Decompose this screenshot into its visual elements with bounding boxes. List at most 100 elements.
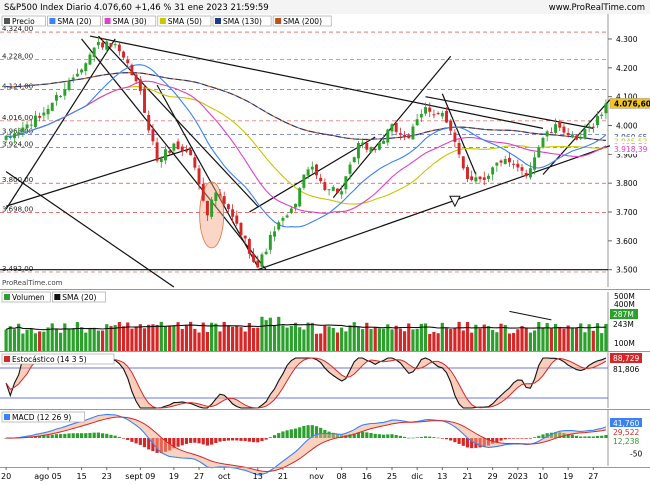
- volume-bar: [507, 333, 512, 351]
- candle: [348, 161, 352, 180]
- candle: [210, 196, 214, 220]
- volume-bar: [335, 332, 340, 351]
- price-tick-label: 3.800: [616, 179, 638, 188]
- macd-histogram-bar: [285, 430, 289, 438]
- macd-histogram-bar: [147, 438, 151, 450]
- volume-bar: [4, 329, 8, 351]
- macd-histogram-bar: [54, 434, 59, 438]
- legend-label: SMA (130): [223, 17, 262, 26]
- candle: [478, 176, 482, 183]
- candle: [205, 200, 209, 221]
- candle-body: [151, 129, 155, 142]
- candle: [59, 94, 63, 98]
- candle-body: [29, 124, 33, 126]
- volume-bar: [419, 323, 423, 351]
- macd-histogram-bar: [184, 438, 189, 444]
- x-tick-label: 27: [588, 472, 598, 481]
- candle-body: [38, 115, 42, 118]
- candle-body: [260, 254, 264, 267]
- candle: [482, 171, 486, 186]
- volume-bar: [604, 323, 608, 351]
- volume-bar: [524, 327, 528, 351]
- candle-body: [13, 133, 16, 139]
- candle: [499, 159, 503, 167]
- volume-bar: [105, 324, 109, 351]
- x-tick-label: 13: [253, 472, 263, 481]
- legend-label: SMA (20): [57, 17, 91, 26]
- sma130-line: [6, 72, 606, 141]
- header-site[interactable]: www.ProRealTime.com: [549, 3, 645, 13]
- stoch-legend-label: Estocástico (14 3 5): [12, 355, 87, 364]
- stoch-legend-swatch: [4, 356, 10, 362]
- candle-body: [172, 143, 176, 151]
- volume-bar: [100, 330, 105, 351]
- macd-badge-label: 29,522: [613, 428, 639, 437]
- candle-body: [214, 192, 218, 201]
- price-tick-label: 4.300: [616, 35, 638, 44]
- candle-body: [25, 124, 29, 129]
- candle: [294, 203, 297, 212]
- candle: [440, 110, 444, 120]
- macd-histogram-bar: [600, 435, 604, 438]
- candle-body: [600, 114, 604, 117]
- down-arrow-marker: [449, 195, 461, 208]
- candle: [214, 189, 218, 207]
- volume-bar: [583, 332, 587, 351]
- candle: [138, 76, 142, 95]
- macd-histogram-bar: [314, 426, 319, 438]
- macd-legend-item: [1, 411, 85, 423]
- candle-body: [428, 107, 432, 112]
- candle-body: [495, 162, 499, 166]
- candle-body: [122, 51, 126, 58]
- macd-histogram-bar: [126, 438, 130, 440]
- candle-body: [101, 42, 105, 48]
- candle-body: [327, 189, 331, 191]
- candle-body: [424, 107, 428, 114]
- volume-bar: [25, 329, 29, 351]
- price-panel[interactable]: 4.324,004.228,004.124,004.016,003.968,00…: [0, 14, 650, 288]
- volume-bar: [600, 333, 604, 351]
- candle-body: [302, 174, 306, 188]
- macd-histogram-bar: [100, 433, 105, 438]
- macd-histogram-bar: [361, 431, 365, 438]
- candle: [533, 151, 537, 175]
- macd-histogram-bar: [591, 436, 595, 438]
- macd-histogram-bar: [348, 434, 352, 438]
- candle: [445, 106, 448, 124]
- candle: [88, 52, 92, 65]
- candle: [21, 122, 25, 137]
- macd-histogram-bar: [365, 432, 369, 438]
- volume-bar: [432, 331, 436, 351]
- volume-bar: [520, 326, 524, 351]
- candle: [419, 109, 423, 123]
- candle-body: [184, 150, 188, 152]
- trend-line: [5, 38, 116, 210]
- candle-body: [159, 158, 163, 163]
- macd-legend-label: MACD (12 26 9): [12, 413, 71, 422]
- candle-body: [361, 142, 365, 144]
- volume-legend-item: [1, 291, 51, 303]
- stochastic-panel[interactable]: 88,729 81,806 Estocástico (14 3 5): [0, 351, 650, 409]
- candle-body: [512, 163, 516, 165]
- volume-bar: [210, 322, 214, 351]
- price-left-label: 4.228,00: [2, 53, 33, 61]
- candle-body: [558, 121, 562, 128]
- trend-line: [249, 136, 376, 213]
- volume-bar: [289, 325, 293, 351]
- volume-bar: [331, 327, 335, 351]
- candle: [319, 173, 323, 184]
- volume-badge-label: 243M: [613, 320, 634, 329]
- volume-bar: [558, 326, 562, 351]
- candle-body: [168, 150, 172, 153]
- volume-bar: [344, 331, 348, 351]
- macd-histogram-bar: [80, 433, 84, 438]
- volume-bar: [390, 329, 394, 351]
- candle-body: [445, 110, 448, 123]
- candle: [46, 104, 50, 120]
- candle-body: [596, 116, 599, 126]
- macd-histogram-bar: [71, 433, 75, 438]
